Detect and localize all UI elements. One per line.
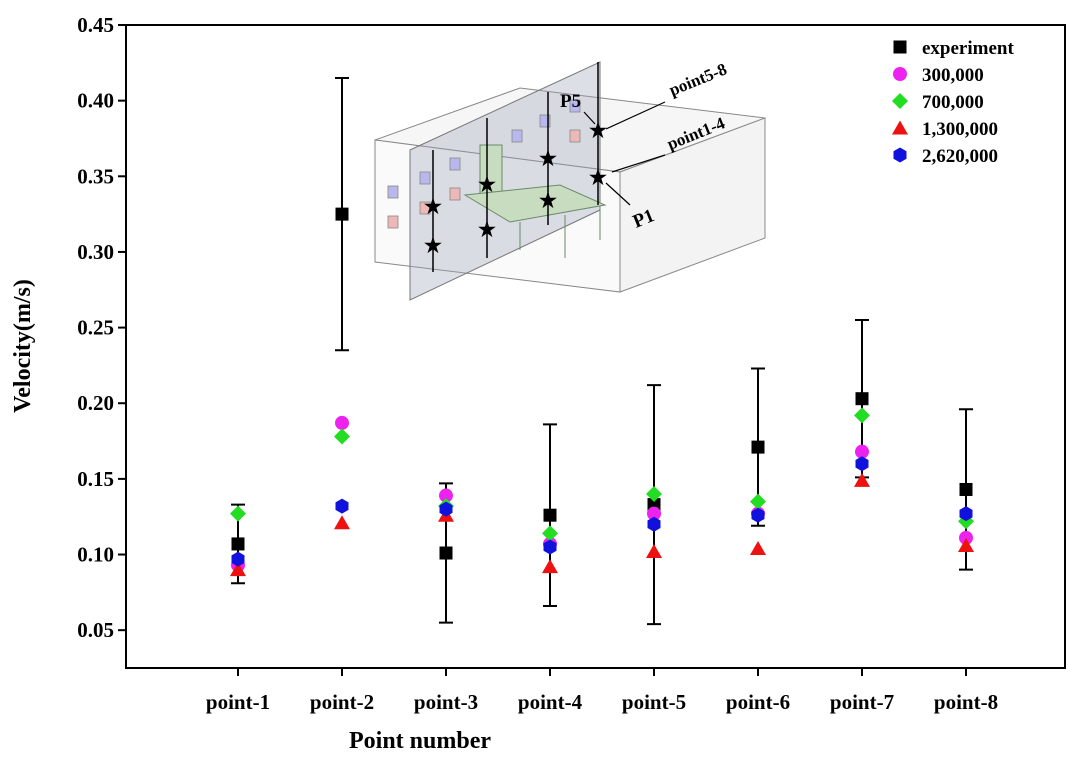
svg-text:★: ★ xyxy=(539,148,557,170)
legend-label: 1,300,000 xyxy=(922,119,998,140)
marker-hexagon xyxy=(648,517,661,532)
marker-square xyxy=(960,483,973,496)
marker-diamond xyxy=(750,494,766,510)
svg-text:★: ★ xyxy=(478,174,496,196)
legend-marker xyxy=(892,93,908,109)
legend-marker xyxy=(894,148,907,163)
marker-diamond xyxy=(230,506,246,522)
y-tick-label: 0.30 xyxy=(77,240,114,264)
y-tick-label: 0.25 xyxy=(77,316,114,340)
marker-hexagon xyxy=(336,499,349,514)
marker-square xyxy=(232,537,245,550)
y-axis-label: Velocity(m/s) xyxy=(10,279,36,413)
legend-marker xyxy=(892,121,908,135)
svg-text:★: ★ xyxy=(539,190,557,212)
legend-label: 300,000 xyxy=(922,65,984,86)
series xyxy=(230,473,974,576)
svg-text:★: ★ xyxy=(589,120,607,142)
svg-text:★: ★ xyxy=(424,235,442,257)
chart: ★★ ★★ ★★ ★★ P5 point5-8 point1-4 P1 Poin… xyxy=(0,0,1068,758)
marker-diamond xyxy=(542,525,558,541)
legend-marker xyxy=(893,67,907,81)
legend-marker xyxy=(894,41,907,54)
marker-triangle xyxy=(750,541,766,555)
x-tick-label: point-1 xyxy=(206,690,270,714)
x-tick-label: point-2 xyxy=(310,690,374,714)
y-tick-label: 0.20 xyxy=(77,391,114,415)
legend-label: 700,000 xyxy=(922,92,984,113)
y-tick-label: 0.40 xyxy=(77,89,114,113)
x-tick-label: point-5 xyxy=(622,690,686,714)
y-tick-label: 0.05 xyxy=(77,618,114,642)
marker-square xyxy=(544,509,557,522)
x-tick-label: point-8 xyxy=(934,690,998,714)
marker-hexagon xyxy=(856,456,869,471)
marker-square xyxy=(336,208,349,221)
marker-triangle xyxy=(646,544,662,558)
marker-square xyxy=(752,441,765,454)
x-tick-label: point-7 xyxy=(830,690,894,714)
marker-triangle xyxy=(854,473,870,487)
annotation: P5 xyxy=(560,91,581,112)
y-tick-label: 0.10 xyxy=(77,543,114,567)
marker-triangle xyxy=(542,559,558,573)
legend-label: 2,620,000 xyxy=(922,146,998,167)
svg-text:★: ★ xyxy=(589,167,607,189)
x-tick-label: point-4 xyxy=(518,690,583,714)
marker-square xyxy=(440,547,453,560)
y-tick-label: 0.45 xyxy=(77,13,114,37)
y-tick-label: 0.15 xyxy=(77,467,114,491)
marker-triangle xyxy=(334,515,350,529)
inset-diagram: ★★ ★★ ★★ ★★ P5 point5-8 point1-4 P1 xyxy=(375,59,765,300)
marker-square xyxy=(856,392,869,405)
marker-diamond xyxy=(854,407,870,423)
x-tick-label: point-3 xyxy=(414,690,478,714)
marker-diamond xyxy=(334,429,350,445)
x-tick-label: point-6 xyxy=(726,690,790,714)
legend-label: experiment xyxy=(922,38,1014,59)
marker-circle xyxy=(335,416,349,430)
annotation: point5-8 xyxy=(666,59,729,99)
svg-text:★: ★ xyxy=(478,219,496,241)
svg-text:★: ★ xyxy=(424,196,442,218)
x-axis-label: Point number xyxy=(349,728,491,754)
y-tick-label: 0.35 xyxy=(77,164,114,188)
